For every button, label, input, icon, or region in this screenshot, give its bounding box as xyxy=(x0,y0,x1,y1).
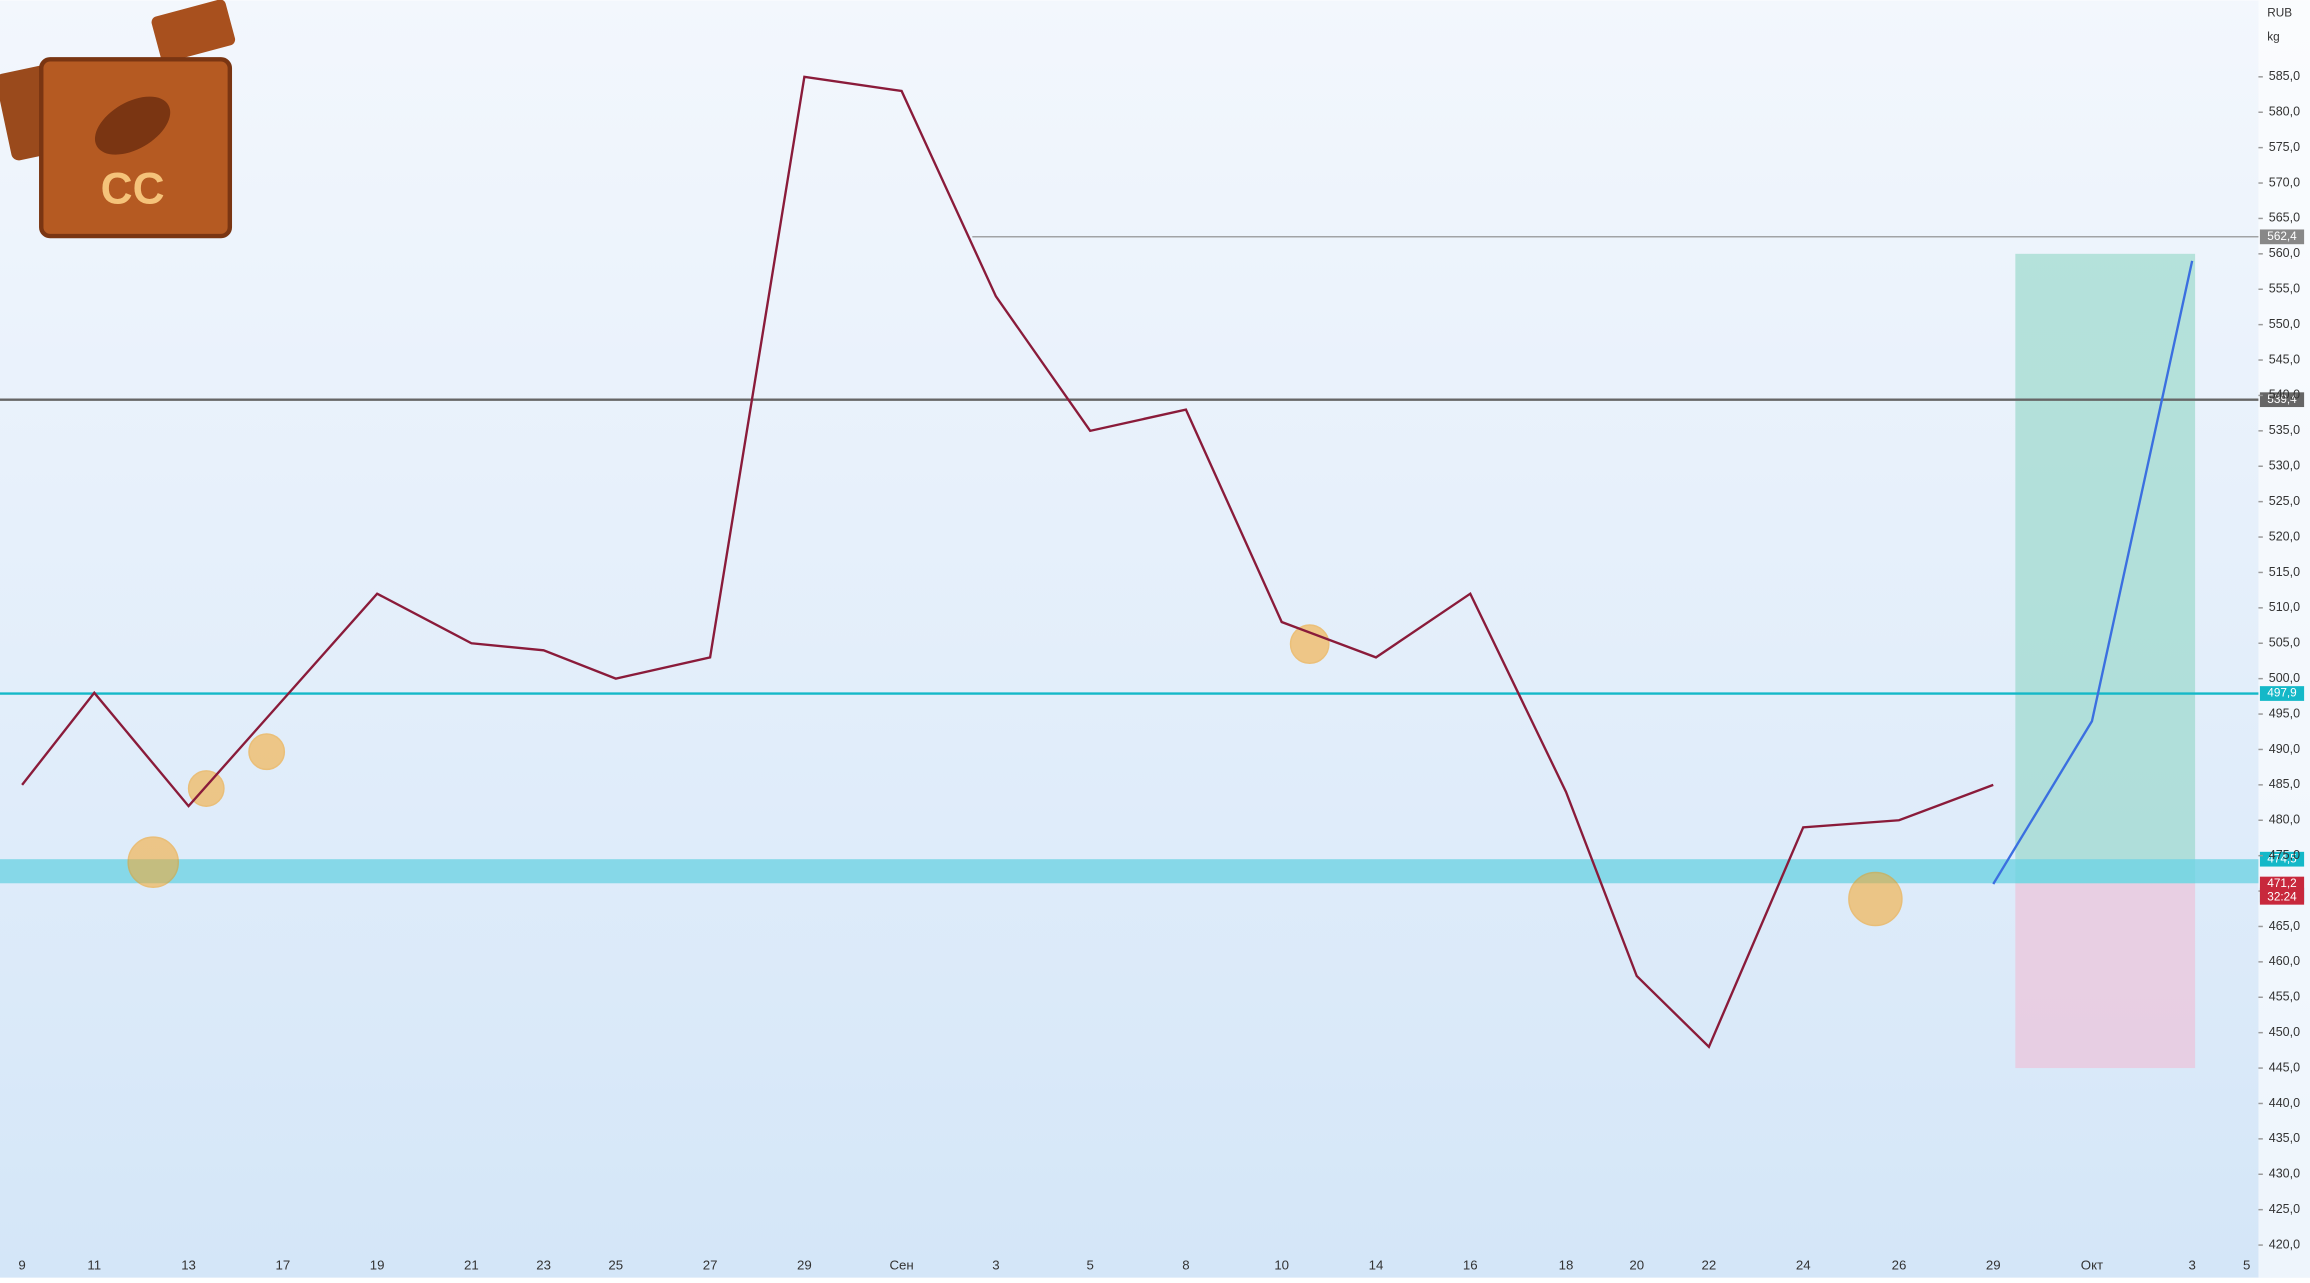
y-tick-label: 440,0 xyxy=(2269,1096,2300,1110)
y-tick-label: 580,0 xyxy=(2269,105,2300,119)
y-tick-label: 505,0 xyxy=(2269,636,2300,650)
y-tick-label: 480,0 xyxy=(2269,813,2300,827)
y-tick-label: 515,0 xyxy=(2269,565,2300,579)
x-tick-label: 21 xyxy=(464,1257,479,1272)
y-tick-label: 475,0 xyxy=(2269,848,2300,862)
y-tick-label: 560,0 xyxy=(2269,246,2300,260)
x-tick-label: 5 xyxy=(1086,1257,1093,1272)
x-tick-label: 24 xyxy=(1796,1257,1811,1272)
y-tick-label: 420,0 xyxy=(2269,1237,2300,1251)
y-tick-label: 510,0 xyxy=(2269,600,2300,614)
y-tick-label: 540,0 xyxy=(2269,388,2300,402)
x-tick-label: 27 xyxy=(703,1257,718,1272)
x-tick-label: 29 xyxy=(1986,1257,2001,1272)
y-tick-label: 520,0 xyxy=(2269,529,2300,543)
price-tag-label: 474,5 xyxy=(2267,852,2297,865)
x-tick-label: 16 xyxy=(1463,1257,1478,1272)
y-tick-label: 450,0 xyxy=(2269,1025,2300,1039)
y-tick-label: 425,0 xyxy=(2269,1202,2300,1216)
x-tick-label: 14 xyxy=(1369,1257,1384,1272)
x-tick-label: Сен xyxy=(889,1257,913,1272)
x-tick-label: 11 xyxy=(87,1257,101,1272)
y-tick-label: 430,0 xyxy=(2269,1167,2300,1181)
y-tick-label: 530,0 xyxy=(2269,459,2300,473)
x-tick-label: 19 xyxy=(370,1257,385,1272)
y-tick-label: 535,0 xyxy=(2269,423,2300,437)
highlight-circle xyxy=(1289,624,1330,665)
highlight-circle xyxy=(1848,871,1903,927)
price-tag-label: 539,4 xyxy=(2267,393,2297,406)
highlight-circle xyxy=(127,836,179,888)
price-line xyxy=(1992,260,2194,885)
price-tag-label: 497,9 xyxy=(2267,687,2296,700)
y-tick-label: 500,0 xyxy=(2269,671,2300,685)
last-price-tag xyxy=(2259,876,2305,905)
x-tick-label: 26 xyxy=(1892,1257,1907,1272)
price-axis xyxy=(2258,0,2310,1278)
position-stop xyxy=(2015,883,2196,1069)
y-tick-label: 570,0 xyxy=(2269,175,2300,189)
price-tag xyxy=(2259,229,2305,245)
unit[interactable]: kg xyxy=(2267,30,2279,43)
x-tick-label: 17 xyxy=(275,1257,290,1272)
y-tick-label: 445,0 xyxy=(2269,1060,2300,1074)
x-tick-label: 25 xyxy=(608,1257,623,1272)
y-tick-label: 555,0 xyxy=(2269,282,2300,296)
currency[interactable]: RUB xyxy=(2267,7,2292,20)
countdown: 32:24 xyxy=(2267,890,2297,903)
price-tag xyxy=(2259,851,2305,867)
x-tick-label: Окт xyxy=(2081,1257,2103,1272)
y-tick-label: 545,0 xyxy=(2269,352,2300,366)
x-tick-label: 13 xyxy=(181,1257,196,1272)
y-tick-label: 575,0 xyxy=(2269,140,2300,154)
logo-text: CC xyxy=(101,165,165,214)
y-tick-label: 455,0 xyxy=(2269,990,2300,1004)
x-tick-label: 29 xyxy=(797,1257,812,1272)
support-zone xyxy=(0,859,2259,884)
x-tick-label: 8 xyxy=(1182,1257,1189,1272)
x-tick-label: 5 xyxy=(2243,1257,2250,1272)
price-tag xyxy=(2259,392,2305,408)
x-tick-label: 18 xyxy=(1559,1257,1574,1272)
x-tick-label: 22 xyxy=(1702,1257,1717,1272)
x-tick-label: 23 xyxy=(536,1257,551,1272)
y-tick-label: 550,0 xyxy=(2269,317,2300,331)
price-tag-label: 562,4 xyxy=(2267,230,2297,243)
y-tick-label: 465,0 xyxy=(2269,919,2300,933)
y-tick-label: 435,0 xyxy=(2269,1131,2300,1145)
x-tick-label: 3 xyxy=(992,1257,999,1272)
y-tick-label: 525,0 xyxy=(2269,494,2300,508)
y-tick-label: 490,0 xyxy=(2269,742,2300,756)
x-tick-label: 9 xyxy=(18,1257,25,1272)
price-tag xyxy=(2259,686,2305,701)
y-tick-label: 585,0 xyxy=(2269,69,2300,83)
highlight-circle xyxy=(248,733,286,771)
y-tick-label: 495,0 xyxy=(2269,706,2300,720)
logo: CC xyxy=(0,0,236,239)
x-tick-label: 3 xyxy=(2188,1257,2195,1272)
last-price-label: 471,2 xyxy=(2267,877,2296,890)
x-tick-label: 10 xyxy=(1274,1257,1289,1272)
price-line xyxy=(21,75,1994,1049)
y-tick-label: 565,0 xyxy=(2269,211,2300,225)
y-tick-label: 485,0 xyxy=(2269,777,2300,791)
y-tick-label: 460,0 xyxy=(2269,954,2300,968)
position-target xyxy=(2015,253,2196,884)
x-tick-label: 20 xyxy=(1629,1257,1644,1272)
